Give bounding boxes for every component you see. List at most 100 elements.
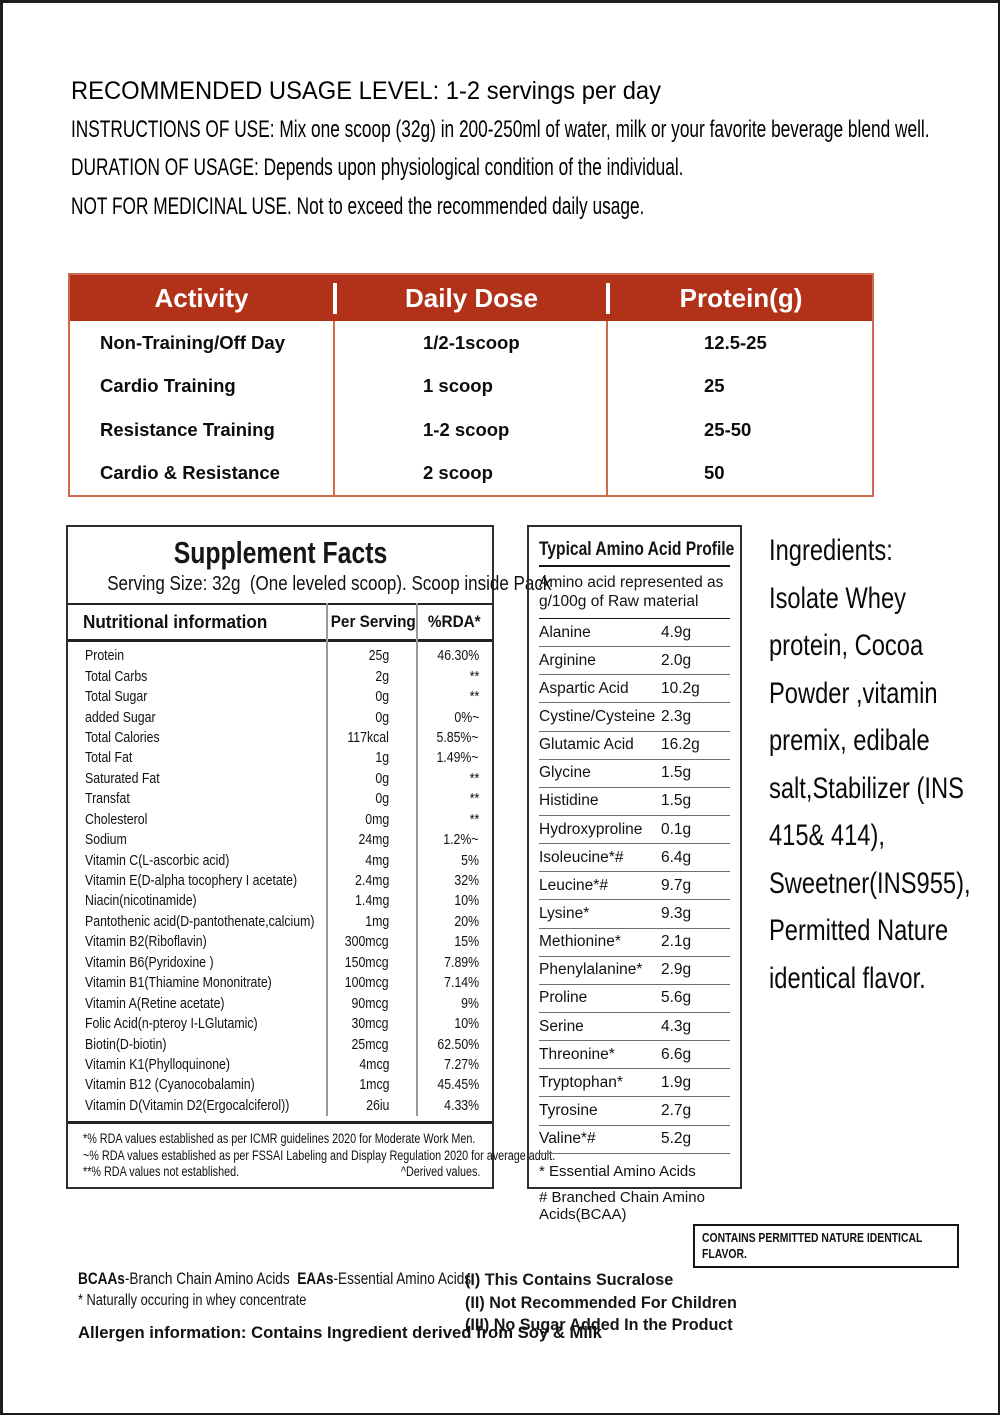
amino-value: 6.4g	[661, 848, 692, 866]
usage-line-text: NOT FOR MEDICINAL USE. Not to exceed the…	[71, 192, 645, 220]
nutrient-row: Folic Acid(n-pteroy I-LGlutamic) 30mcg 10%	[68, 1014, 492, 1034]
activity-cell: 12.5-25	[606, 321, 872, 365]
nutrient-rda-text: 0%~	[453, 709, 479, 726]
divider	[539, 618, 730, 619]
usage-line: DURATION OF USAGE: Depends upon physiolo…	[71, 154, 998, 193]
nutrient-row: Vitamin B2(Riboflavin) 300mcg 15%	[68, 932, 492, 952]
activity-header-row: Activity Daily Dose Protein(g)	[70, 275, 872, 321]
nutrient-rda-text: 9%	[461, 995, 479, 1012]
amino-value: 1.5g	[661, 764, 692, 782]
product-notes: (I) This Contains Sucralose (II) Not Reco…	[465, 1270, 751, 1338]
usage-line-text: INSTRUCTIONS OF USE: Mix one scoop (32g)…	[71, 115, 930, 143]
usage-line-text: DURATION OF USAGE: Depends upon physiolo…	[71, 154, 684, 181]
nutrient-amount-text: 0mg	[365, 811, 389, 828]
nutrient-rda-text: **	[469, 811, 479, 828]
nutrient-rda: 45.45%	[416, 1077, 492, 1093]
nutrient-rda: 5.85%~	[416, 730, 492, 746]
amino-name: Proline	[539, 989, 588, 1007]
nutrition-header-text: Nutritional information	[83, 611, 268, 632]
nutrient-name: Total Calories	[68, 730, 326, 746]
activity-row: Cardio & Resistance 2 scoop 50	[70, 451, 872, 495]
activity-dose-table: Activity Daily Dose Protein(g) Non-Train…	[68, 273, 874, 497]
amino-value: 2.0g	[661, 651, 692, 669]
activity-cell: 25-50	[606, 408, 872, 452]
activity-row: Resistance Training 1-2 scoop 25-50	[70, 408, 872, 452]
nutrient-name-text: Total Carbs	[85, 668, 148, 685]
nutrient-rda: 1.49%~	[416, 750, 492, 766]
nutrient-amount-text: 1mcg	[358, 1077, 389, 1094]
supplement-facts-panel: Supplement Facts Serving Size: 32g (One …	[66, 525, 555, 1189]
nutrient-rda: 1.2%~	[416, 832, 492, 848]
nutrient-name-text: Folic Acid(n-pteroy I-LGlutamic)	[85, 1016, 258, 1033]
nutrient-rda: 10%	[416, 1016, 492, 1032]
nutrient-amount: 25mcg	[326, 1037, 416, 1053]
nutrient-name: Vitamin B1(Thiamine Mononitrate)	[68, 975, 326, 991]
amino-row: Lysine* 9.3g	[539, 900, 730, 929]
amino-row: Valine*# 5.2g	[539, 1126, 730, 1154]
ingredients-section: Ingredients: Isolate Whey protein, Cocoa…	[769, 527, 979, 1002]
nutrient-rda-text: 7.27%	[444, 1056, 479, 1073]
nutrient-name-text: Vitamin B2(Riboflavin)	[85, 934, 207, 951]
amino-rows: Alanine 4.9g Arginine 2.0g Aspartic Acid 10.2…	[539, 619, 730, 1154]
supplement-facts-title-text: Supplement Facts	[173, 535, 387, 570]
nutrient-row: Vitamin D(Vitamin D2(Ergocalciferol)) 26i…	[68, 1096, 492, 1116]
nutrient-amount-text: 4mcg	[358, 1056, 389, 1073]
activity-table-body: Non-Training/Off Day 1/2-1scoop 12.5-25 Car…	[70, 321, 872, 495]
amino-value: 9.3g	[661, 904, 692, 922]
amino-name: Glutamic Acid	[539, 736, 634, 754]
amino-name: Arginine	[539, 651, 596, 669]
amino-subtitle: Amino acid represented as g/100g of Raw …	[539, 574, 724, 610]
nutrient-row: Vitamin B12 (Cyanocobalamin) 1mcg 45.45%	[68, 1075, 492, 1095]
nutrient-rda-text: **	[469, 689, 479, 706]
amino-value: 4.9g	[661, 623, 692, 641]
abbreviation-line-text: BCAAs-Branch Chain Amino Acids EAAs-Esse…	[78, 1269, 471, 1289]
nutrition-table: Nutritional information Per Serving %RDA…	[68, 603, 492, 1117]
amino-value: 2.7g	[661, 1101, 692, 1119]
nutrient-name-text: Niacin(nicotinamide)	[85, 893, 197, 910]
activity-cell: Cardio Training	[100, 375, 236, 397]
nutrient-amount: 0g	[326, 710, 416, 726]
amino-row: Hydroxyproline 0.1g	[539, 816, 730, 845]
nutrient-amount: 150mcg	[326, 955, 416, 971]
footnote-line: *% RDA values established as per ICMR gu…	[83, 1131, 480, 1148]
amino-profile-title-text: Typical Amino Acid Profile	[539, 538, 735, 560]
nutrient-rows: Protein 25g 46.30% Total Carbs 2g ** Total Sug…	[68, 642, 492, 1116]
nutrient-row: Vitamin E(D-alpha tocophery I acetate) 2.…	[68, 871, 492, 891]
nutrient-name-text: Vitamin C(L-ascorbic acid)	[85, 852, 230, 869]
nutrient-name: Total Sugar	[68, 689, 326, 705]
nutrient-rda-text: **	[469, 668, 479, 685]
nutrition-header-text: Per Serving	[330, 612, 416, 631]
amino-row: Arginine 2.0g	[539, 647, 730, 676]
product-note: (I) This Contains Sucralose	[465, 1270, 751, 1293]
activity-cell: Resistance Training	[100, 418, 275, 440]
divider	[539, 565, 730, 567]
amino-value: 1.5g	[661, 792, 692, 810]
nutrient-amount: 1mg	[326, 914, 416, 930]
nutrition-header-row: Nutritional information Per Serving %RDA…	[68, 603, 492, 642]
amino-value: 4.3g	[661, 1017, 692, 1035]
amino-footnotes: * Essential Amino Acids # Branched Chain…	[539, 1154, 730, 1223]
nutrient-amount: 300mcg	[326, 934, 416, 950]
nutrient-rda: 7.27%	[416, 1057, 492, 1073]
nutrient-amount: 25g	[326, 648, 416, 664]
footnote-line: ~% RDA values established as per FSSAI L…	[83, 1148, 555, 1165]
nutrient-rda: 46.30%	[416, 648, 492, 664]
nutrient-name: Folic Acid(n-pteroy I-LGlutamic)	[68, 1016, 326, 1032]
nutrient-amount: 117kcal	[326, 730, 416, 746]
nutrient-row: Niacin(nicotinamide) 1.4mg 10%	[68, 891, 492, 911]
footnote-line: **% RDA values not established. ^Derived…	[83, 1164, 480, 1181]
amino-name: Aspartic Acid	[539, 679, 629, 697]
nutrient-amount-text: 117kcal	[347, 729, 389, 746]
amino-row: Aspartic Acid 10.2g	[539, 675, 730, 704]
amino-name: Histidine	[539, 792, 599, 810]
nutrition-header-cell: %RDA*	[416, 612, 492, 632]
nutrient-name-text: Vitamin B12 (Cyanocobalamin)	[85, 1077, 255, 1094]
amino-name: Tyrosine	[539, 1101, 598, 1119]
nutrient-rda-text: 5%	[461, 852, 479, 869]
activity-cell: Cardio & Resistance	[100, 462, 280, 484]
flavor-note-text: CONTAINS PERMITTED NATURE IDENTICAL FLAV…	[702, 1230, 923, 1261]
activity-cell: 25	[606, 364, 872, 408]
nutrient-rda: **	[416, 771, 492, 787]
nutrient-name: Saturated Fat	[68, 771, 326, 787]
nutrient-amount: 30mcg	[326, 1016, 416, 1032]
